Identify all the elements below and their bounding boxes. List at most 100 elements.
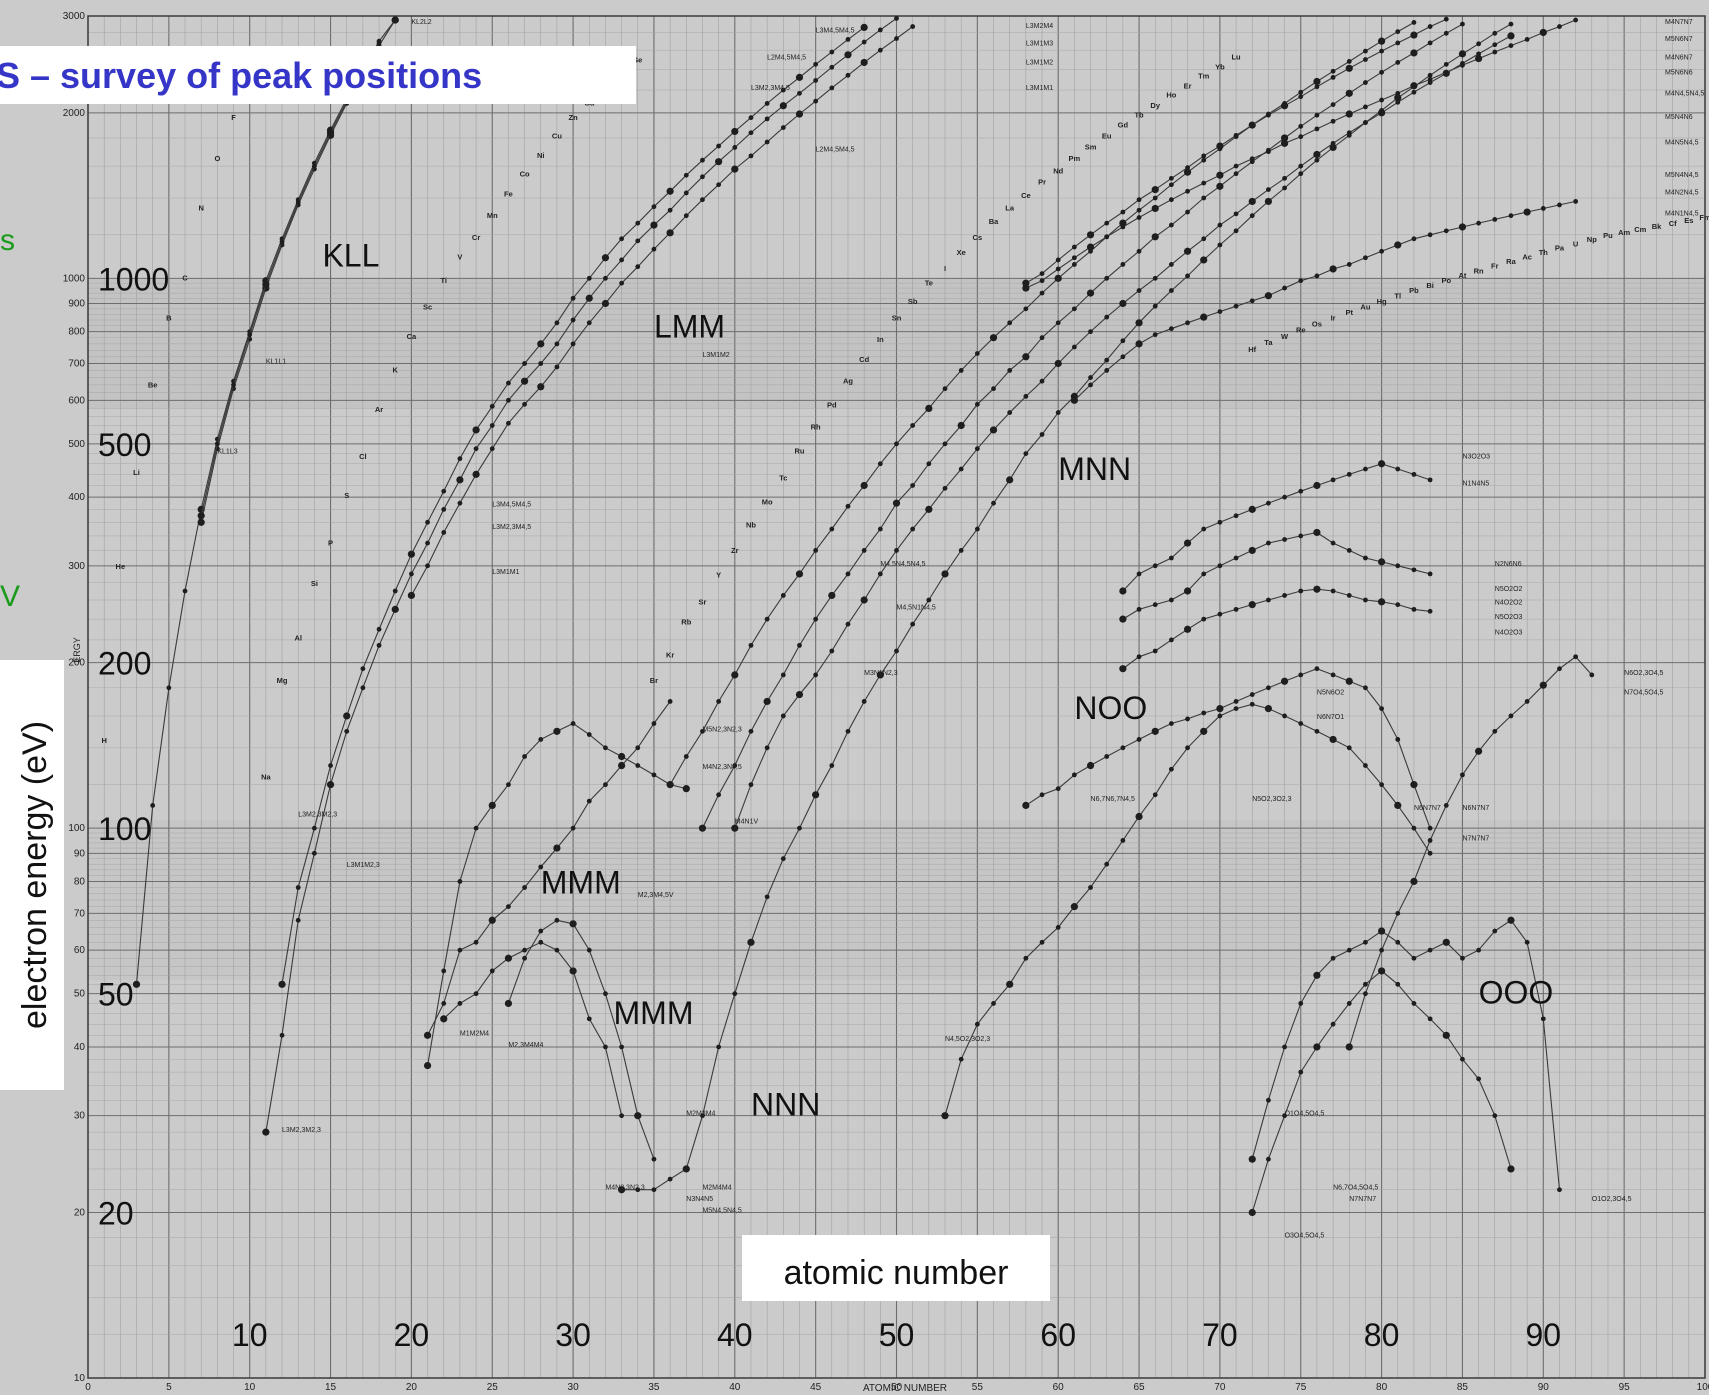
transition-label: N5O2O2 [1495, 586, 1523, 593]
data-point [829, 763, 835, 768]
data-point [1460, 1056, 1465, 1062]
data-point [747, 938, 755, 946]
data-point [1492, 728, 1498, 734]
element-symbol: Dy [1150, 101, 1160, 110]
x-tick-label: 30 [568, 1382, 580, 1393]
data-point [1201, 195, 1207, 201]
data-point [1185, 716, 1190, 722]
data-point [423, 1061, 432, 1070]
data-point [1427, 40, 1433, 46]
data-point [603, 991, 608, 997]
data-point [1168, 326, 1174, 332]
data-point [1282, 537, 1287, 542]
transition-label: N3O2O3 [1462, 454, 1490, 461]
data-point [1233, 513, 1239, 519]
data-point [1233, 303, 1239, 309]
data-point [1217, 611, 1223, 617]
data-point [619, 280, 625, 286]
element-symbol: V [457, 252, 462, 261]
data-point [1298, 123, 1304, 129]
data-point [1460, 21, 1465, 27]
series-line [1074, 200, 1576, 401]
data-point [1216, 182, 1224, 190]
x-tick-label: 80 [1376, 1382, 1388, 1393]
transition-label: L2M4,5M4,5 [816, 147, 855, 154]
element-symbol: La [1005, 204, 1015, 213]
data-point [829, 648, 835, 654]
element-symbol: Br [650, 676, 658, 685]
data-point [1185, 188, 1190, 194]
data-point [894, 648, 899, 654]
data-point [748, 130, 754, 136]
element-symbol: Rn [1474, 266, 1484, 275]
data-point [1168, 721, 1174, 726]
x-tick-label: 40 [729, 1382, 741, 1393]
data-point [1443, 803, 1449, 808]
data-point [1458, 50, 1467, 58]
data-point [894, 15, 899, 21]
data-point [748, 153, 754, 159]
data-point [1054, 359, 1062, 368]
element-symbol: Sm [1085, 142, 1097, 151]
data-point [731, 165, 739, 173]
data-point [1314, 126, 1320, 132]
element-symbol: Am [1618, 228, 1630, 237]
data-point [1282, 1113, 1287, 1119]
element-symbol: Tc [779, 473, 787, 482]
data-point [360, 666, 366, 672]
data-point [1330, 74, 1336, 80]
transition-label: M2,3M4M4 [508, 1042, 543, 1049]
data-point [553, 844, 561, 852]
data-point [651, 721, 657, 726]
data-point [764, 139, 770, 145]
data-point [295, 917, 301, 923]
data-point [1185, 320, 1190, 326]
data-point [214, 441, 220, 447]
data-point [813, 548, 819, 553]
data-point [1248, 601, 1256, 609]
data-point [1379, 947, 1384, 953]
y-tick-label: 10 [74, 1373, 86, 1384]
data-point [569, 920, 577, 928]
transition-label: L3M2,3M4,5 [492, 524, 531, 531]
data-point [601, 299, 610, 308]
element-symbol: Co [520, 170, 530, 179]
element-symbol: Ca [407, 332, 417, 341]
data-point [1086, 761, 1095, 770]
element-symbol: Pd [827, 401, 837, 410]
data-point [376, 40, 382, 46]
data-point [506, 782, 511, 788]
data-point [554, 947, 560, 953]
data-point [472, 426, 480, 434]
transition-label: M4N6N7 [1665, 55, 1693, 62]
data-point [506, 420, 511, 426]
data-point [1152, 195, 1158, 201]
data-point [635, 264, 641, 270]
data-point [1280, 139, 1289, 147]
transition-label: N5O2O3 [1495, 614, 1523, 621]
data-point [553, 727, 561, 735]
data-point [1330, 955, 1336, 961]
data-point [651, 246, 657, 252]
data-point [1055, 266, 1061, 272]
data-point [1363, 80, 1368, 85]
data-point [1427, 947, 1433, 953]
data-point [569, 967, 577, 975]
transition-label: L3M1M3 [1026, 41, 1053, 48]
data-point [197, 518, 205, 526]
data-point [537, 383, 545, 391]
transition-label: L3M2M4 [1026, 23, 1053, 30]
data-point [1136, 571, 1142, 577]
data-point [344, 728, 350, 734]
series-line [1348, 656, 1593, 1048]
data-point [1185, 209, 1190, 215]
transition-label: M4,5N1N4,5 [897, 604, 936, 611]
transition-label: N4,5O2,3O2,3 [945, 1036, 990, 1043]
data-point [1330, 68, 1336, 74]
data-point [700, 197, 705, 203]
data-point [1363, 685, 1368, 691]
y-overlay-tick: 500 [98, 427, 151, 463]
transition-label: M2M3M4 [686, 1111, 715, 1118]
data-point [522, 754, 527, 759]
x-tick-label: 90 [1538, 1382, 1550, 1393]
